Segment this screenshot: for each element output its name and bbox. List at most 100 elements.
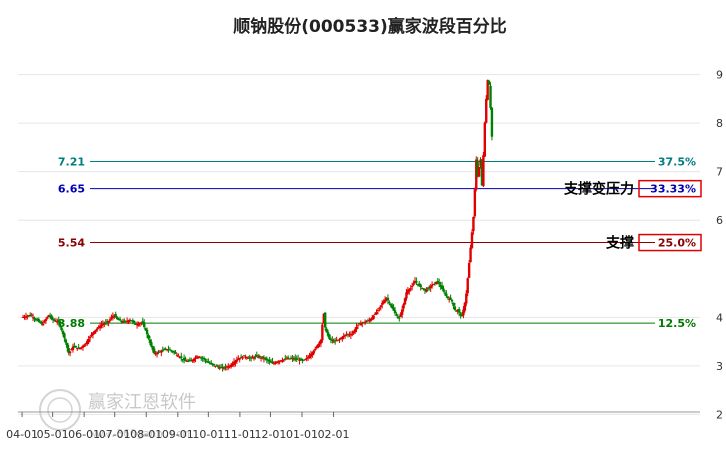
candle-body [361,322,364,324]
candle-body [54,321,58,323]
candle-body [76,348,79,350]
candle-body [365,321,368,323]
candle-body [34,319,38,321]
level-lines: 7.21 37.5% 6.65 33.33% 5.54 25.0% 3.88 12.5% [58,155,702,330]
candle-body [425,289,428,292]
candle-body [187,360,190,362]
candle-body [372,315,375,319]
y-tick-label: 7 [716,166,723,179]
candle-body [58,321,62,327]
candle-body [403,298,407,305]
watermark-url: www.360gann.com [90,427,190,440]
candle-body [141,321,144,324]
candle-body [98,325,102,329]
candle-body [175,354,179,356]
candle-body [438,282,441,285]
candle-body [188,359,192,362]
candle-body [56,321,59,323]
candle-body [207,361,210,363]
candles [21,79,494,372]
candle-body [247,357,250,359]
candle-body [362,322,365,324]
candle-body [244,356,247,358]
candle-body [48,315,52,317]
candle-body [124,321,127,323]
candle-body [29,314,32,317]
candle-body [93,330,96,334]
candle-body [272,362,276,364]
x-tick-label: 04-01 [6,428,38,441]
candle-body [311,352,314,356]
candle-body [487,81,491,85]
candle-body [97,327,100,329]
x-tick-label: 05-01 [37,428,69,441]
candle-body [90,334,93,337]
candle-body [101,324,105,326]
candle-body [420,288,424,290]
candle-body [73,345,76,348]
candle-body [333,340,337,342]
candle-body [151,346,154,350]
candle-body [67,348,70,354]
candle-body [349,334,353,336]
candle-body [308,355,311,359]
candle-body [388,301,391,304]
candle-body [70,349,73,351]
candle-body [113,315,116,318]
candle-body [318,342,321,345]
candle-body [325,328,328,333]
candle-body [211,363,214,365]
candle-body [475,159,478,190]
candle-body [291,357,294,359]
candle-body [184,360,187,362]
candle-body [238,357,241,360]
candle-body [366,320,370,322]
candle-body [66,342,69,348]
y-tick-label: 3 [716,360,723,373]
candle-body [134,323,137,325]
candle-body [80,346,83,349]
candle-body [285,358,288,360]
x-tick-label: 06-01 [68,428,100,441]
candle-body [314,348,317,350]
candle-body [351,333,354,335]
candle-body [326,332,330,336]
candle-body [378,307,381,309]
candle-body [201,357,204,359]
candle-body [167,349,170,351]
candle-body [118,318,122,321]
candle-body [385,297,388,301]
candle-body [111,315,115,318]
candle-body [57,320,60,323]
candle-body [88,336,92,339]
candle-body [74,346,78,348]
candle-body [335,340,338,342]
candle-body [332,341,335,343]
candle-body [348,334,351,336]
candle-body [63,333,66,339]
watermark: 赢家江恩软件 www.360gann.com [39,389,196,440]
candle-body [299,358,303,361]
candle-body [343,334,347,336]
candle-body [381,303,384,305]
candle-body [228,365,231,367]
candle-body [409,288,412,290]
candle-body [286,357,290,359]
candle-body [269,361,273,363]
candle-body [170,350,173,352]
watermark-logo-icon [39,389,81,431]
candle-body [479,159,482,166]
candle-body [121,321,125,323]
candle-body [232,362,236,365]
candle-body [71,346,75,351]
watermark-title: 赢家江恩软件 [88,391,196,413]
candle-body [252,357,256,359]
candle-body [264,357,267,360]
candle-body [456,310,459,312]
candle-body [168,349,172,351]
candle-body [145,329,149,335]
candle-body [78,348,82,350]
candle-body [278,360,281,362]
candle-body [115,316,119,320]
